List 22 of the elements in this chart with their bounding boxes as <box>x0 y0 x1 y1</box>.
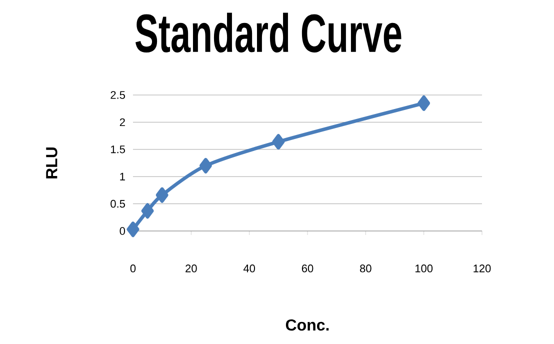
y-tick-label: 1.5 <box>111 146 125 154</box>
x-tick-label: 40 <box>243 264 256 272</box>
y-tick-label: 2.5 <box>110 91 125 99</box>
x-tick-label: 0 <box>130 264 136 272</box>
point <box>141 203 154 219</box>
x-tick-label: 120 <box>474 264 491 272</box>
point <box>199 158 212 174</box>
x-axis-title: Conc. <box>286 319 329 331</box>
x-tick-label: 20 <box>186 264 197 272</box>
point <box>418 95 430 111</box>
x-tick-label: 100 <box>415 264 433 272</box>
y-tick-label: 0 <box>120 227 126 235</box>
x-tick-label: 60 <box>302 264 314 272</box>
y-tick-label: 2 <box>120 118 125 126</box>
y-tick-label: 0.5 <box>110 200 125 208</box>
y-axis-title: RLU <box>46 148 58 178</box>
y-tick-label: 1 <box>120 172 125 180</box>
point <box>126 222 140 238</box>
point <box>156 187 168 203</box>
chart-title: Standard Curve <box>136 12 402 52</box>
point <box>272 134 285 150</box>
x-tick-label: 80 <box>360 264 372 272</box>
